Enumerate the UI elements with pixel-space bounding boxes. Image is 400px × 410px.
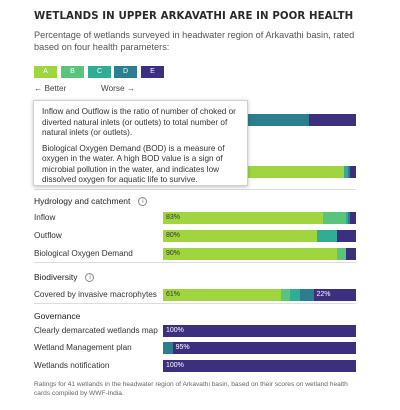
bar-segment-c[interactable] xyxy=(317,230,337,242)
legend-swatch-b: B xyxy=(61,66,84,78)
bar-segment-e[interactable]: 100% xyxy=(163,360,356,372)
section-divider xyxy=(34,189,356,190)
chart-subtitle: Percentage of wetlands surveyed in headw… xyxy=(34,30,355,52)
section-heading-text: Governance xyxy=(34,311,81,321)
bar-segment-e[interactable] xyxy=(350,166,356,178)
bar-segment-e[interactable] xyxy=(350,212,356,224)
stacked-bar[interactable]: 100% xyxy=(163,325,356,337)
chart-title: Wetlands in Upper Arkavathi are in poor … xyxy=(34,11,354,22)
bar-segment-b[interactable] xyxy=(323,212,347,224)
bar-value-label: 61% xyxy=(166,291,181,298)
tooltip-flow-definition: Inflow and Outflow is the ratio of numbe… xyxy=(42,107,236,137)
info-icon[interactable]: i xyxy=(138,197,148,206)
bar-segment-b[interactable] xyxy=(336,248,347,260)
row-label: Inflow xyxy=(34,213,56,222)
bar-value-label: 90% xyxy=(166,250,181,257)
row-label: Outflow xyxy=(34,231,62,240)
legend-swatch-e: E xyxy=(141,66,164,78)
bar-segment-d[interactable] xyxy=(163,342,173,354)
bar-value-label: 100% xyxy=(166,327,184,334)
section-divider xyxy=(34,262,356,263)
bar-segment-d[interactable] xyxy=(300,289,314,301)
row-label: Wetlands notification xyxy=(34,361,110,370)
legend-swatch-a: A xyxy=(34,66,57,78)
section-heading-text: Biodiversity xyxy=(34,272,78,282)
legend-swatch-d: D xyxy=(114,66,137,78)
section-heading-text: Hydrology and catchment xyxy=(34,196,131,206)
stacked-bar[interactable]: 80% xyxy=(163,230,356,242)
bar-segment-b[interactable] xyxy=(280,289,291,301)
section-heading: Hydrology and catchment i xyxy=(34,196,148,206)
bar-value-label: 100% xyxy=(166,362,184,369)
row-label: Biological Oxygen Demand xyxy=(34,249,133,258)
bar-segment-a[interactable]: 80% xyxy=(163,230,318,242)
bar-segment-a[interactable]: 83% xyxy=(163,212,324,224)
row-label: Clearly demarcated wetlands map xyxy=(34,326,158,335)
bar-segment-e[interactable]: 100% xyxy=(163,325,356,337)
section-divider xyxy=(34,303,356,304)
stacked-bar[interactable]: 61% 22% xyxy=(163,289,356,301)
bar-segment-e[interactable] xyxy=(346,248,356,260)
worse-label: Worse → xyxy=(101,84,135,93)
bar-segment-c[interactable] xyxy=(346,212,349,224)
bar-segment-e[interactable]: 95% xyxy=(172,342,356,354)
bar-segment-d[interactable] xyxy=(348,212,351,224)
stacked-bar[interactable]: 83% xyxy=(163,212,356,224)
info-icon[interactable]: i xyxy=(85,273,95,282)
bar-segment-c[interactable] xyxy=(290,289,300,301)
bar-value-label: 95% xyxy=(175,344,190,351)
section-heading: Governance xyxy=(34,311,80,321)
stacked-bar[interactable]: 90% xyxy=(163,248,356,260)
bar-segment-d[interactable] xyxy=(348,166,351,178)
stacked-bar[interactable]: 95% xyxy=(163,342,356,354)
bar-value-label: 22% xyxy=(316,291,331,298)
section-heading: Biodiversity i xyxy=(34,272,95,282)
bar-value-label: 83% xyxy=(166,214,181,221)
bar-value-label: 80% xyxy=(166,232,181,239)
bar-segment-e[interactable] xyxy=(308,114,356,126)
row-label: Wetland Management plan xyxy=(34,343,132,352)
better-label: ← Better xyxy=(34,84,67,93)
bar-segment-e[interactable]: 22% xyxy=(313,289,356,301)
bar-segment-e[interactable] xyxy=(336,230,356,242)
tooltip-bod-definition: Biological Oxygen Demand (BOD) is a meas… xyxy=(42,143,225,185)
row-label: Covered by invasive macrophytes xyxy=(34,290,157,299)
definition-tooltip: Inflow and Outflow is the ratio of numbe… xyxy=(33,100,248,186)
bar-segment-c[interactable] xyxy=(344,166,349,178)
bar-segment-a[interactable]: 61% xyxy=(163,289,281,301)
stacked-bar[interactable]: 100% xyxy=(163,360,356,372)
legend-swatch-c: C xyxy=(88,66,111,78)
bar-segment-a[interactable]: 90% xyxy=(163,248,337,260)
footnote: Ratings for 41 wetlands in the headwater… xyxy=(34,381,348,397)
